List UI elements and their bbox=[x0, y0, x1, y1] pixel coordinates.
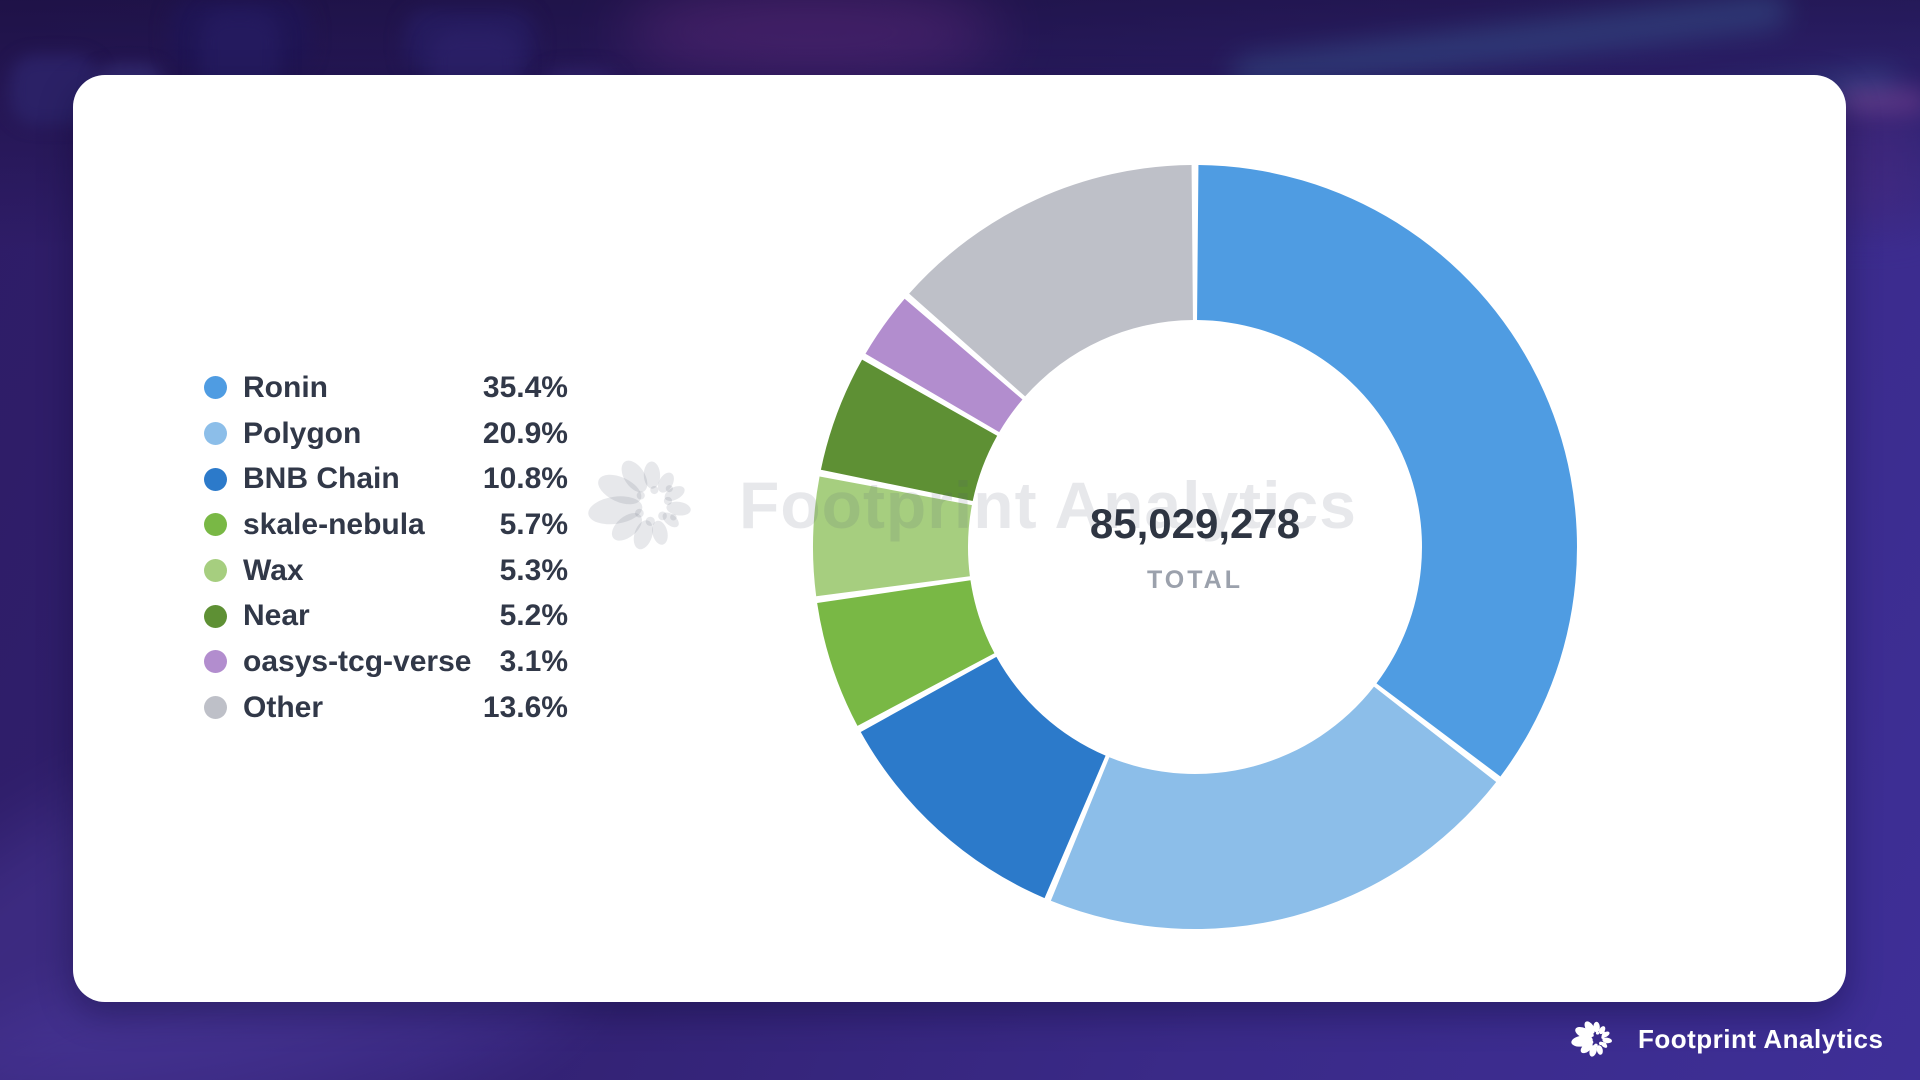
footer-brand-text: Footprint Analytics bbox=[1638, 1023, 1884, 1054]
footprint-analytics-logo: Footprint Analytics bbox=[1570, 1010, 1883, 1068]
legend-percent: 5.3% bbox=[499, 553, 568, 587]
bg-pink-streak bbox=[1838, 90, 1920, 112]
legend-label: oasys-tcg-verse bbox=[243, 644, 472, 678]
legend-item-polygon[interactable]: Polygon 20.9% bbox=[204, 411, 568, 457]
legend-color-dot bbox=[204, 559, 227, 583]
legend-item-oasys-tcg-verse[interactable]: oasys-tcg-verse 3.1% bbox=[204, 639, 568, 685]
legend-color-dot bbox=[204, 696, 227, 720]
bg-joystick-head bbox=[170, 0, 310, 70]
donut-chart: 85,029,278 TOTAL bbox=[810, 162, 1580, 932]
footprint-flower-icon bbox=[585, 437, 721, 573]
legend-item-ronin[interactable]: Ronin 35.4% bbox=[204, 365, 568, 411]
legend-percent: 5.7% bbox=[499, 507, 568, 541]
legend-label: Near bbox=[243, 599, 310, 633]
donut-slice-polygon[interactable] bbox=[1050, 686, 1497, 929]
legend-color-dot bbox=[204, 467, 227, 491]
legend-color-dot bbox=[204, 513, 227, 537]
donut-slice-skale-nebula[interactable] bbox=[817, 580, 995, 726]
donut-slice-ronin[interactable] bbox=[1197, 165, 1577, 777]
legend-label: Polygon bbox=[243, 416, 362, 450]
legend-percent: 20.9% bbox=[482, 416, 568, 450]
legend-color-dot bbox=[204, 376, 227, 400]
chart-legend: Ronin 35.4% Polygon 20.9% BNB Chain 10.8% skal… bbox=[204, 365, 568, 731]
legend-percent: 13.6% bbox=[482, 690, 568, 724]
legend-item-other[interactable]: Other 13.6% bbox=[204, 685, 568, 731]
legend-item-bnb-chain[interactable]: BNB Chain 10.8% bbox=[204, 456, 568, 502]
legend-item-near[interactable]: Near 5.2% bbox=[204, 593, 568, 639]
donut-slice-wax[interactable] bbox=[813, 476, 972, 597]
legend-percent: 10.8% bbox=[482, 462, 568, 496]
donut-slice-oasys-tcg-verse[interactable] bbox=[865, 298, 1023, 433]
legend-percent: 3.1% bbox=[499, 644, 568, 678]
legend-label: BNB Chain bbox=[243, 462, 400, 496]
legend-color-dot bbox=[204, 422, 227, 446]
donut-slice-near[interactable] bbox=[820, 359, 998, 502]
chart-card: Ronin 35.4% Polygon 20.9% BNB Chain 10.8% skal… bbox=[73, 75, 1846, 1002]
footprint-flower-icon bbox=[1570, 1012, 1624, 1066]
donut-slice-bnb-chain[interactable] bbox=[860, 656, 1106, 899]
legend-percent: 5.2% bbox=[499, 599, 568, 633]
bg-magenta-glow bbox=[620, 0, 1000, 80]
legend-color-dot bbox=[204, 604, 227, 628]
legend-label: Wax bbox=[243, 553, 304, 587]
donut-svg bbox=[813, 165, 1577, 929]
legend-label: Ronin bbox=[243, 370, 328, 404]
legend-label: skale-nebula bbox=[243, 507, 425, 541]
legend-color-dot bbox=[204, 650, 227, 674]
legend-item-wax[interactable]: Wax 5.3% bbox=[204, 548, 568, 594]
bg-joystick-head bbox=[405, 10, 535, 75]
legend-item-skale-nebula[interactable]: skale-nebula 5.7% bbox=[204, 502, 568, 548]
legend-label: Other bbox=[243, 690, 324, 724]
donut-slice-other[interactable] bbox=[909, 165, 1193, 397]
legend-percent: 35.4% bbox=[482, 370, 568, 404]
